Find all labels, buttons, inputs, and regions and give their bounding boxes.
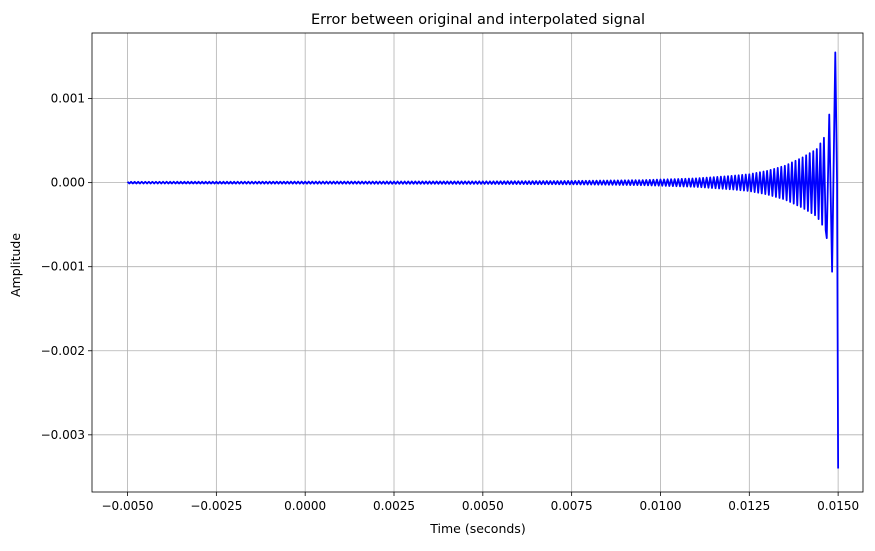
x-tick-label: 0.0075 <box>551 499 593 513</box>
y-tick-label: −0.001 <box>41 260 85 274</box>
x-tick-label: 0.0100 <box>639 499 681 513</box>
y-tick-label: −0.003 <box>41 428 85 442</box>
y-tick-label: 0.000 <box>51 176 85 190</box>
axes-frame <box>91 32 864 493</box>
x-tick-label: −0.0050 <box>102 499 154 513</box>
error-signal-line <box>126 51 840 469</box>
x-tick-label: 0.0000 <box>284 499 326 513</box>
ticks: −0.0050 −0.0025 0.0000 0.0025 0.0050 0.0075 0.… <box>41 92 860 513</box>
series-layer <box>126 51 840 469</box>
y-axis-label: Amplitude <box>8 233 23 297</box>
x-tick-label: 0.0125 <box>728 499 770 513</box>
y-tick-label: 0.001 <box>51 92 85 106</box>
x-tick-label: −0.0025 <box>190 499 242 513</box>
x-tick-label: 0.0050 <box>462 499 504 513</box>
y-tick-label: −0.002 <box>41 344 85 358</box>
x-tick-label: 0.0025 <box>373 499 415 513</box>
x-tick-label: 0.0150 <box>817 499 859 513</box>
x-axis-label: Time (seconds) <box>429 521 525 536</box>
chart-title: Error between original and interpolated … <box>311 12 645 28</box>
